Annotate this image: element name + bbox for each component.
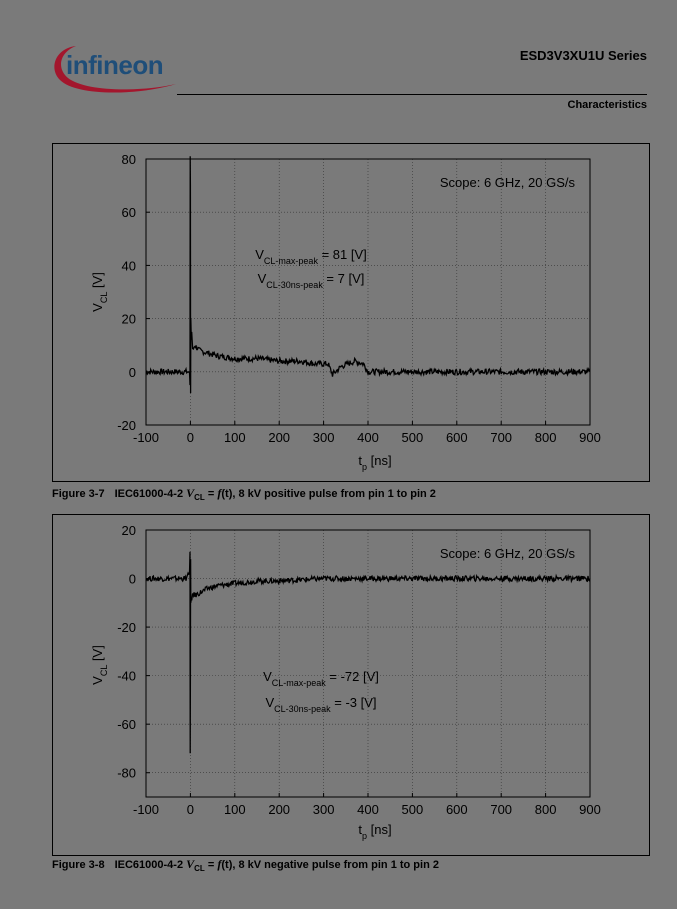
x-tick-label: 700 (490, 802, 512, 817)
caption-f: f (217, 857, 222, 871)
x-tick-label: 0 (187, 802, 194, 817)
x-tick-label: 100 (224, 430, 246, 445)
caption-v: V (186, 486, 195, 500)
x-tick-label: 500 (402, 430, 424, 445)
y-tick-label: 60 (122, 205, 136, 220)
vcl-trace (145, 156, 591, 394)
x-tick-label: 700 (490, 430, 512, 445)
figure-3-7-frame: -100 0 100 200 300 400 500 600 700 800 900 -20 0 20 40… (52, 143, 650, 482)
x-tick-label: 200 (268, 430, 290, 445)
y-tick-label: 80 (122, 152, 136, 167)
y-tick-label: 0 (129, 365, 136, 380)
x-tick-label: 500 (402, 802, 424, 817)
x-axis-label: tp [ns] (358, 822, 391, 841)
x-tick-label: 900 (579, 430, 601, 445)
scope-note: Scope: 6 GHz, 20 GS/s (440, 546, 576, 561)
plot-area-frame (145, 529, 591, 798)
caption-t: (t) (221, 488, 233, 500)
y-tick-label: 20 (122, 523, 136, 538)
x-tick-label: 800 (535, 430, 557, 445)
infineon-logo: infineon (54, 46, 176, 93)
vcl-trace (145, 551, 591, 754)
grid (146, 159, 590, 425)
x-tick-label: 900 (579, 802, 601, 817)
x-tick-label: 0 (187, 430, 194, 445)
y-tick-label: -40 (117, 669, 136, 684)
x-tick-label: 300 (313, 430, 335, 445)
caption-v-sub: CL (194, 864, 205, 874)
y-tick-label: -80 (117, 766, 136, 781)
figure-3-8-frame: -100 0 100 200 300 400 500 600 700 800 900 -80 -60 -4… (52, 514, 650, 856)
y-axis-label: VCL [V] (90, 272, 109, 312)
figure-3-8-chart: -100 0 100 200 300 400 500 600 700 800 900-80-60-4… (90, 523, 601, 841)
x-tick-label: 800 (535, 802, 557, 817)
x-tick-label: 400 (357, 430, 379, 445)
y-tick-label: -60 (117, 717, 136, 732)
logo-swoosh (54, 46, 176, 93)
y-tick-label: 0 (129, 572, 136, 587)
y-tick-label: 20 (122, 312, 136, 327)
x-axis-label: tp [ns] (358, 453, 391, 472)
caption-eq: = (204, 488, 218, 500)
x-tick-label: 600 (446, 802, 468, 817)
x-tick-label: 200 (268, 802, 290, 817)
header-divider (177, 94, 647, 95)
y-tick-label: -20 (117, 620, 136, 635)
annotation-max-peak: VCL-max-peak = 81 [V] (255, 247, 367, 266)
annotation-30ns-peak: VCL-30ns-peak = 7 [V] (258, 271, 365, 290)
caption-f: f (217, 486, 222, 500)
figure-3-8-caption: Figure 3-8 IEC61000-4-2 VCL = f(t), 8 kV … (52, 857, 439, 873)
caption-standard: IEC61000-4-2 (114, 488, 184, 500)
x-tick-label: 300 (313, 802, 335, 817)
figure-3-7-caption: Figure 3-7 IEC61000-4-2 VCL = f(t), 8 kV … (52, 486, 436, 502)
caption-v: V (186, 857, 195, 871)
section-title: Characteristics (567, 99, 648, 111)
scope-note: Scope: 6 GHz, 20 GS/s (440, 175, 576, 190)
y-tick-label: 40 (122, 258, 136, 273)
figure-number: Figure 3-7 (52, 488, 105, 500)
document-series-title: ESD3V3XU1U Series (519, 48, 647, 63)
annotation-max-peak: VCL-max-peak = -72 [V] (263, 669, 379, 688)
x-tick-label: 100 (224, 802, 246, 817)
x-tick-label: 400 (357, 802, 379, 817)
annotations: VCL-max-peak = -72 [V] VCL-30ns-peak = -3… (263, 669, 379, 714)
x-tick-label: -100 (133, 802, 159, 817)
caption-eq: = (204, 859, 218, 871)
y-tick-label: -20 (117, 418, 136, 433)
figure-number: Figure 3-8 (52, 859, 105, 871)
y-axis-label: VCL [V] (90, 645, 109, 685)
x-tick-label: 600 (446, 430, 468, 445)
x-tick-label: -100 (133, 430, 159, 445)
caption-standard: IEC61000-4-2 (114, 859, 184, 871)
annotation-30ns-peak: VCL-30ns-peak = -3 [V] (265, 695, 376, 714)
logo-wordmark: infineon (66, 50, 163, 80)
caption-text: , 8 kV negative pulse from pin 1 to pin … (232, 859, 439, 871)
figure-3-7-chart: -100 0 100 200 300 400 500 600 700 800 900 -20 0 20 40… (90, 152, 601, 472)
grid (146, 530, 590, 797)
caption-text: , 8 kV positive pulse from pin 1 to pin … (232, 488, 436, 500)
caption-t: (t) (221, 859, 233, 871)
annotations: VCL-max-peak = 81 [V] VCL-30ns-peak = 7 [… (255, 247, 367, 290)
caption-v-sub: CL (194, 493, 205, 503)
